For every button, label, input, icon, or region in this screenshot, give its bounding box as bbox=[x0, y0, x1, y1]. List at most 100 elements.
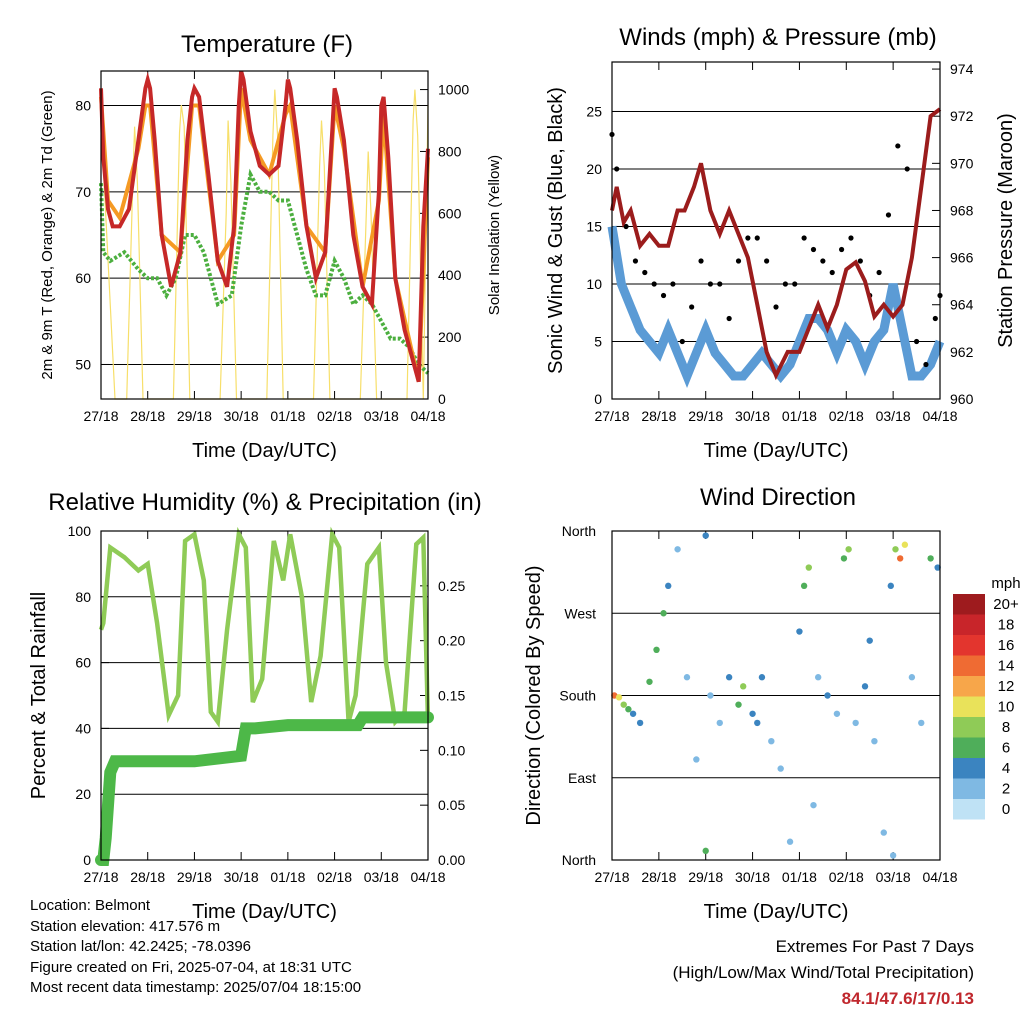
gust-point bbox=[764, 258, 770, 264]
y-tick-label: 10 bbox=[586, 276, 602, 292]
y-tick-label: 100 bbox=[68, 523, 92, 539]
gust-point bbox=[932, 315, 938, 322]
x-axis-label: Time (Day/UTC) bbox=[704, 440, 849, 462]
gust-point bbox=[792, 281, 798, 287]
y-tick-label: 20 bbox=[586, 161, 602, 177]
direction-point bbox=[735, 701, 742, 708]
y2-tick-label: 0.20 bbox=[438, 633, 465, 649]
extremes-box: Extremes For Past 7 Days (High/Low/Max W… bbox=[673, 934, 974, 1012]
x-axis-label: Time (Day/UTC) bbox=[192, 901, 337, 923]
wind-direction-panel: Wind Direction Time (Day/UTC) Direction (C… bbox=[523, 484, 958, 923]
x-tick-label: 02/18 bbox=[317, 408, 352, 424]
direction-point bbox=[702, 532, 709, 539]
plot-border bbox=[100, 70, 429, 400]
legend-swatch bbox=[953, 614, 985, 635]
direction-point bbox=[800, 582, 808, 590]
data-timestamp: Most recent data timestamp: 2025/07/04 1… bbox=[30, 979, 362, 997]
station-elevation: Station elevation: 417.576 m bbox=[30, 917, 221, 935]
gust-point bbox=[782, 281, 788, 287]
x-tick-label: 02/18 bbox=[829, 869, 864, 885]
y-tick-label: 60 bbox=[75, 270, 91, 286]
gust-point bbox=[642, 269, 648, 276]
y2-tick-label: 968 bbox=[950, 202, 974, 218]
direction-point bbox=[896, 555, 904, 562]
x-tick-label: 28/18 bbox=[130, 869, 165, 885]
direction-point bbox=[674, 546, 681, 553]
gust-point bbox=[820, 258, 826, 264]
gust-point bbox=[810, 246, 817, 253]
x-tick-label: 27/18 bbox=[594, 408, 629, 424]
y-tick-label: 0 bbox=[594, 391, 602, 407]
station-location: Location: Belmont bbox=[30, 897, 151, 914]
gust-point bbox=[623, 223, 629, 230]
direction-point bbox=[646, 678, 653, 685]
x-tick-label: 04/18 bbox=[922, 869, 957, 885]
x-tick-label: 30/18 bbox=[224, 869, 259, 885]
x-tick-label: 27/18 bbox=[83, 869, 118, 885]
y-axis-label: Sonic Wind & Gust (Blue, Black) bbox=[545, 87, 567, 374]
y-tick-label: 40 bbox=[75, 720, 91, 736]
gust-point bbox=[698, 258, 704, 264]
gust-point bbox=[679, 338, 685, 345]
gust-point bbox=[660, 292, 667, 299]
direction-point bbox=[833, 710, 841, 717]
direction-point bbox=[824, 692, 831, 699]
direction-point bbox=[934, 564, 941, 571]
direction-point bbox=[918, 719, 925, 727]
direction-point bbox=[927, 555, 934, 562]
gust-point bbox=[614, 166, 620, 172]
y2-tick-label: 0 bbox=[438, 391, 446, 407]
x-tick-label: 28/18 bbox=[641, 869, 676, 885]
y2-tick-label: 0.05 bbox=[438, 797, 465, 813]
legend-swatch bbox=[953, 635, 985, 656]
x-tick-label: 04/18 bbox=[410, 408, 445, 424]
gust-point bbox=[754, 235, 760, 241]
y-tick-label: 80 bbox=[75, 589, 91, 605]
gust-point bbox=[857, 258, 863, 264]
direction-point bbox=[866, 637, 873, 644]
x-tick-label: 27/18 bbox=[83, 408, 118, 424]
legend-label: 18 bbox=[998, 617, 1015, 634]
x-tick-label: 03/18 bbox=[876, 408, 911, 424]
y-tick-label: 25 bbox=[586, 103, 602, 119]
legend-label: 12 bbox=[998, 678, 1015, 695]
y2-axis-label: Station Pressure (Maroon) bbox=[995, 113, 1017, 348]
legend-swatch bbox=[953, 778, 985, 799]
y-axis-label: Direction (Colored By Speed) bbox=[523, 565, 545, 825]
direction-point bbox=[814, 674, 822, 681]
figure-created: Figure created on Fri, 2025-07-04, at 18… bbox=[30, 958, 352, 976]
gust-point bbox=[651, 281, 657, 287]
direction-point bbox=[683, 674, 691, 681]
direction-point bbox=[845, 546, 852, 553]
x-tick-label: 29/18 bbox=[688, 869, 723, 885]
legend-label: 14 bbox=[998, 658, 1015, 675]
legend-label: 6 bbox=[1002, 740, 1010, 757]
direction-point bbox=[861, 683, 869, 690]
legend-swatch bbox=[953, 655, 985, 676]
station-latlon: Station lat/lon: 42.2425; -78.0396 bbox=[30, 938, 252, 956]
y2-tick-label: 0.25 bbox=[438, 578, 465, 594]
x-tick-label: 30/18 bbox=[735, 869, 770, 885]
x-axis-label: Time (Day/UTC) bbox=[192, 440, 337, 462]
temp-2m-line bbox=[99, 70, 430, 383]
plot-border bbox=[611, 61, 941, 400]
direction-point bbox=[777, 765, 784, 772]
legend-swatch bbox=[953, 717, 985, 738]
y-tick-label: 80 bbox=[75, 98, 91, 114]
extremes-values: 84.1/47.6/17/0.13 bbox=[841, 989, 974, 1008]
direction-point bbox=[887, 582, 894, 590]
gust-point bbox=[707, 281, 714, 287]
x-tick-label: 03/18 bbox=[876, 869, 911, 885]
direction-point bbox=[892, 546, 899, 553]
y-tick-label: 70 bbox=[75, 184, 91, 200]
panel-title: Temperature (F) bbox=[181, 31, 353, 58]
direction-point bbox=[693, 756, 700, 763]
x-tick-label: 03/18 bbox=[364, 869, 399, 885]
direction-point bbox=[880, 829, 887, 836]
gust-point bbox=[913, 338, 920, 345]
extremes-title: Extremes For Past 7 Days bbox=[775, 937, 974, 956]
x-tick-label: 03/18 bbox=[364, 408, 399, 424]
x-tick-label: 29/18 bbox=[688, 408, 723, 424]
y2-tick-label: 964 bbox=[950, 297, 974, 313]
direction-point bbox=[796, 628, 803, 635]
